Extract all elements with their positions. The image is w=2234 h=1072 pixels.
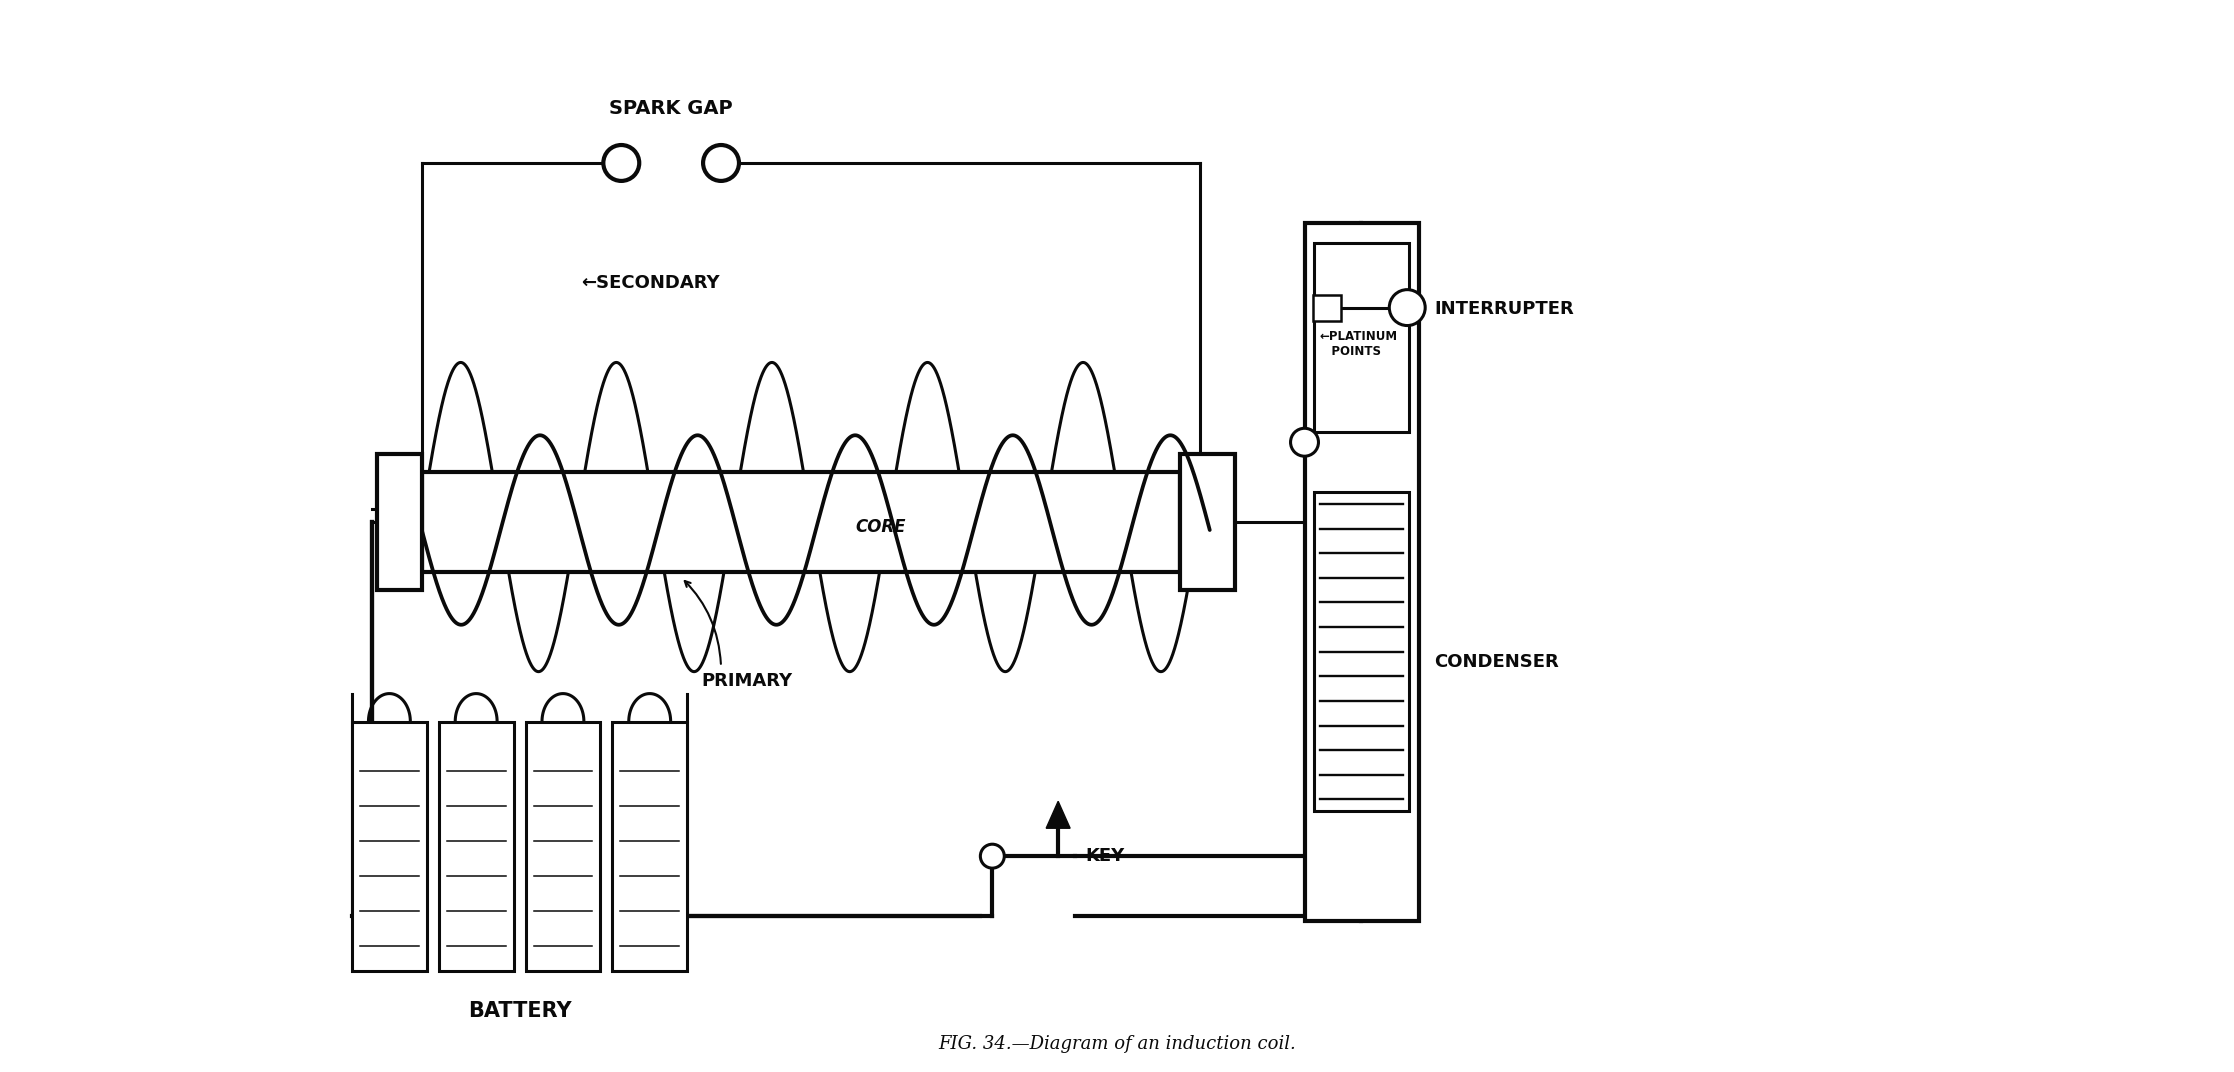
Text: FIG. 34.—Diagram of an induction coil.: FIG. 34.—Diagram of an induction coil. [938, 1034, 1296, 1053]
Bar [378, 455, 422, 590]
Text: CORE: CORE [856, 518, 905, 536]
Circle shape [603, 145, 639, 181]
Bar [1305, 223, 1419, 921]
Bar [1180, 455, 1235, 590]
Text: PRIMARY: PRIMARY [701, 672, 793, 689]
Text: KEY: KEY [1086, 847, 1124, 865]
Bar [612, 721, 688, 971]
Polygon shape [1046, 801, 1070, 829]
Text: INTERRUPTER: INTERRUPTER [1434, 300, 1575, 318]
Bar [422, 472, 1180, 571]
Text: ←SECONDARY: ←SECONDARY [581, 273, 719, 292]
Bar [1314, 295, 1340, 321]
Text: ←PLATINUM
   POINTS: ←PLATINUM POINTS [1320, 329, 1398, 358]
Bar [438, 721, 514, 971]
Bar [1314, 242, 1410, 432]
Bar [525, 721, 601, 971]
Circle shape [704, 145, 739, 181]
Text: SPARK GAP: SPARK GAP [610, 99, 733, 118]
Bar [1314, 492, 1410, 812]
Circle shape [1390, 289, 1425, 326]
Circle shape [1291, 429, 1318, 457]
Circle shape [981, 844, 1005, 868]
Text: CONDENSER: CONDENSER [1434, 653, 1559, 671]
Text: BATTERY: BATTERY [467, 1001, 572, 1021]
Bar [353, 721, 427, 971]
